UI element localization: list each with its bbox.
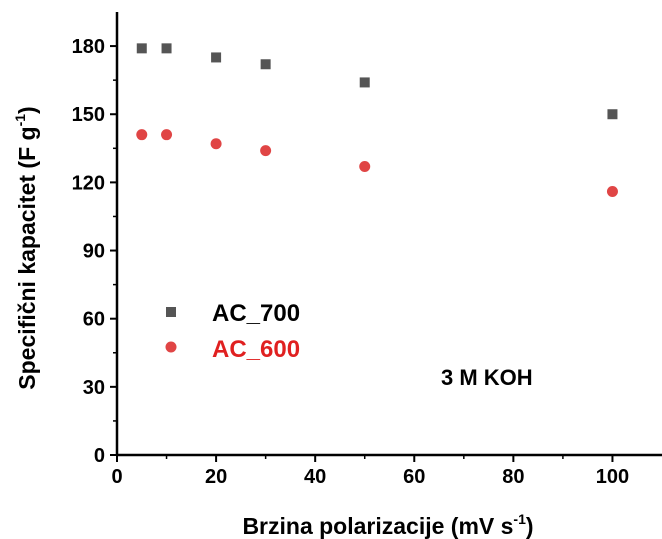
chart-points <box>136 43 618 197</box>
legend-label-ac-600: AC_600 <box>212 336 300 363</box>
legend: AC_700 AC_600 <box>165 300 300 363</box>
point-ac-700 <box>211 52 222 63</box>
x-tick-label: 100 <box>596 466 629 488</box>
x-tick-label: 40 <box>304 466 326 488</box>
y-tick-label: 30 <box>83 377 105 399</box>
x-axis-title: Brzina polarizacije (mV s-1) <box>242 511 533 539</box>
chart-tick-labels: 0 20 40 60 80 100 0 30 60 90 120 150 180 <box>72 36 630 488</box>
annotation-electrolyte: 3 M KOH <box>441 365 533 390</box>
point-ac-600 <box>161 129 173 141</box>
point-ac-600 <box>260 145 272 157</box>
y-tick-label: 180 <box>72 36 105 58</box>
y-tick-label: 120 <box>72 172 105 194</box>
x-tick-label: 80 <box>502 466 524 488</box>
legend-label-ac-700: AC_700 <box>212 300 300 327</box>
point-ac-600 <box>606 185 618 197</box>
point-ac-700 <box>607 109 618 120</box>
point-ac-700 <box>359 77 370 88</box>
point-ac-700 <box>136 43 147 54</box>
y-tick-label: 150 <box>72 104 105 126</box>
legend-marker-ac-700 <box>166 307 176 317</box>
x-tick-label: 0 <box>111 466 122 488</box>
y-axis-title: Specifični kapacitet (F g-1) <box>12 106 40 389</box>
point-ac-700 <box>260 59 271 70</box>
chart-ticks <box>110 45 614 462</box>
point-ac-700 <box>161 43 172 54</box>
chart-axes <box>115 12 662 457</box>
y-tick-label: 60 <box>83 309 105 331</box>
legend-marker-ac-600 <box>165 341 177 353</box>
y-tick-label: 90 <box>83 241 105 263</box>
x-tick-label: 20 <box>205 466 227 488</box>
y-tick-label: 0 <box>94 445 105 467</box>
point-ac-600 <box>210 138 222 150</box>
x-tick-label: 60 <box>403 466 425 488</box>
point-ac-600 <box>136 129 148 141</box>
point-ac-600 <box>359 160 371 172</box>
